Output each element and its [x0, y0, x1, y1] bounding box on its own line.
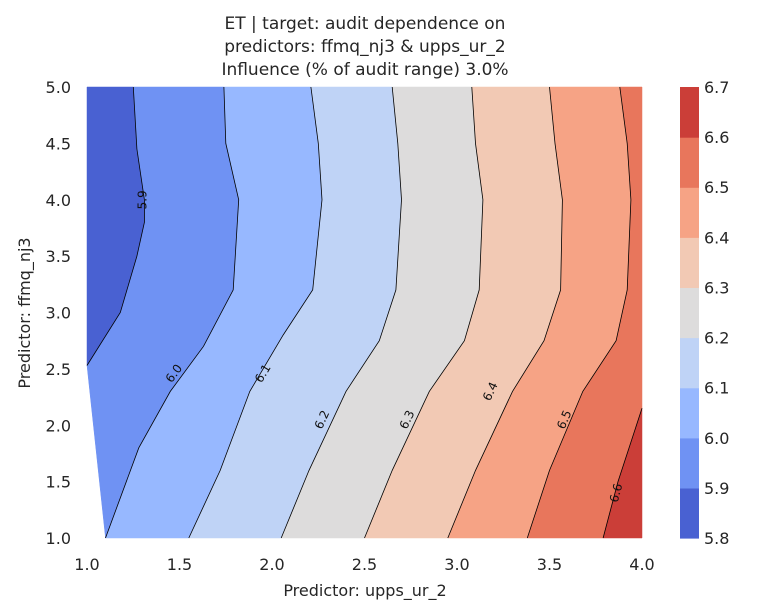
- y-tick-label: 3.5: [46, 247, 71, 266]
- contour-line-6.0: [105, 86, 240, 539]
- x-axis-ticks: 1.0 1.5 2.0 2.5 3.0 3.5 4.0: [74, 555, 654, 574]
- x-tick-label: 2.5: [352, 555, 377, 574]
- colorbar-tick-label: 5.8: [704, 529, 729, 548]
- colorbar-tick-label: 6.3: [704, 278, 729, 297]
- contour-line-6.1: [188, 86, 323, 539]
- colorbar: 5.8 5.9 6.0 6.1 6.2 6.3 6.4 6.5 6.6 6.7: [680, 78, 729, 548]
- title-line-1: ET | target: audit dependence on: [225, 14, 506, 34]
- x-tick-label: 3.0: [444, 555, 469, 574]
- colorbar-tick-label: 6.4: [704, 228, 729, 247]
- x-tick-label: 3.5: [537, 555, 562, 574]
- colorbar-tick-label: 6.1: [704, 379, 729, 398]
- y-tick-label: 4.5: [46, 134, 71, 153]
- y-tick-label: 1.5: [46, 473, 71, 492]
- y-tick-label: 3.0: [46, 304, 71, 323]
- contour-line-6.5: [526, 86, 632, 539]
- colorbar-segment-8: [680, 87, 699, 138]
- colorbar-tick-label: 6.7: [704, 78, 729, 97]
- colorbar-segment-3: [680, 337, 699, 389]
- y-tick-label: 1.0: [46, 529, 71, 548]
- colorbar-tick-label: 5.9: [704, 479, 729, 498]
- y-axis-label: Predictor: ffmq_nj3: [15, 237, 35, 388]
- x-tick-label: 1.5: [167, 555, 192, 574]
- x-axis-label: Predictor: upps_ur_2: [283, 581, 446, 601]
- title-line-2: predictors: ffmq_nj3 & upps_ur_2: [224, 37, 506, 57]
- x-tick-label: 2.0: [259, 555, 284, 574]
- contour-label-5.9: 5.9: [136, 190, 150, 209]
- colorbar-segment-1: [680, 437, 699, 489]
- contour-line-6.6: [602, 408, 643, 539]
- colorbar-tick-label: 6.6: [704, 128, 729, 147]
- y-axis-ticks: 1.0 1.5 2.0 2.5 3.0 3.5 4.0 4.5 5.0: [46, 78, 71, 548]
- colorbar-tick-label: 6.5: [704, 178, 729, 197]
- contour-line-6.3: [364, 86, 484, 539]
- colorbar-segment-4: [680, 287, 699, 339]
- colorbar-segment-2: [680, 387, 699, 439]
- y-tick-label: 2.5: [46, 360, 71, 379]
- title-line-3: Influence (% of audit range) 3.0%: [221, 60, 508, 80]
- colorbar-segment-7: [680, 137, 699, 188]
- colorbar-segment-6: [680, 187, 699, 238]
- y-tick-label: 4.0: [46, 191, 71, 210]
- contour-line-6.4: [447, 86, 563, 539]
- colorbar-segment-5: [680, 237, 699, 288]
- contour-label-6.6: 6.6: [607, 482, 625, 504]
- colorbar-segment-0: [680, 487, 699, 539]
- contour-line-6.2: [280, 86, 402, 539]
- colorbar-tick-label: 6.2: [704, 329, 729, 348]
- y-tick-label: 2.0: [46, 416, 71, 435]
- contour-label-6.5: 6.5: [554, 408, 574, 431]
- x-tick-label: 1.0: [74, 555, 99, 574]
- x-tick-label: 4.0: [629, 555, 654, 574]
- plot-area: 5.96.0 6.16.2 6.36.46.56.6: [86, 86, 643, 539]
- colorbar-tick-label: 6.0: [704, 429, 729, 448]
- chart-title: ET | target: audit dependence on predict…: [221, 14, 508, 80]
- contour-line-5.9: [86, 86, 145, 366]
- y-tick-label: 5.0: [46, 78, 71, 97]
